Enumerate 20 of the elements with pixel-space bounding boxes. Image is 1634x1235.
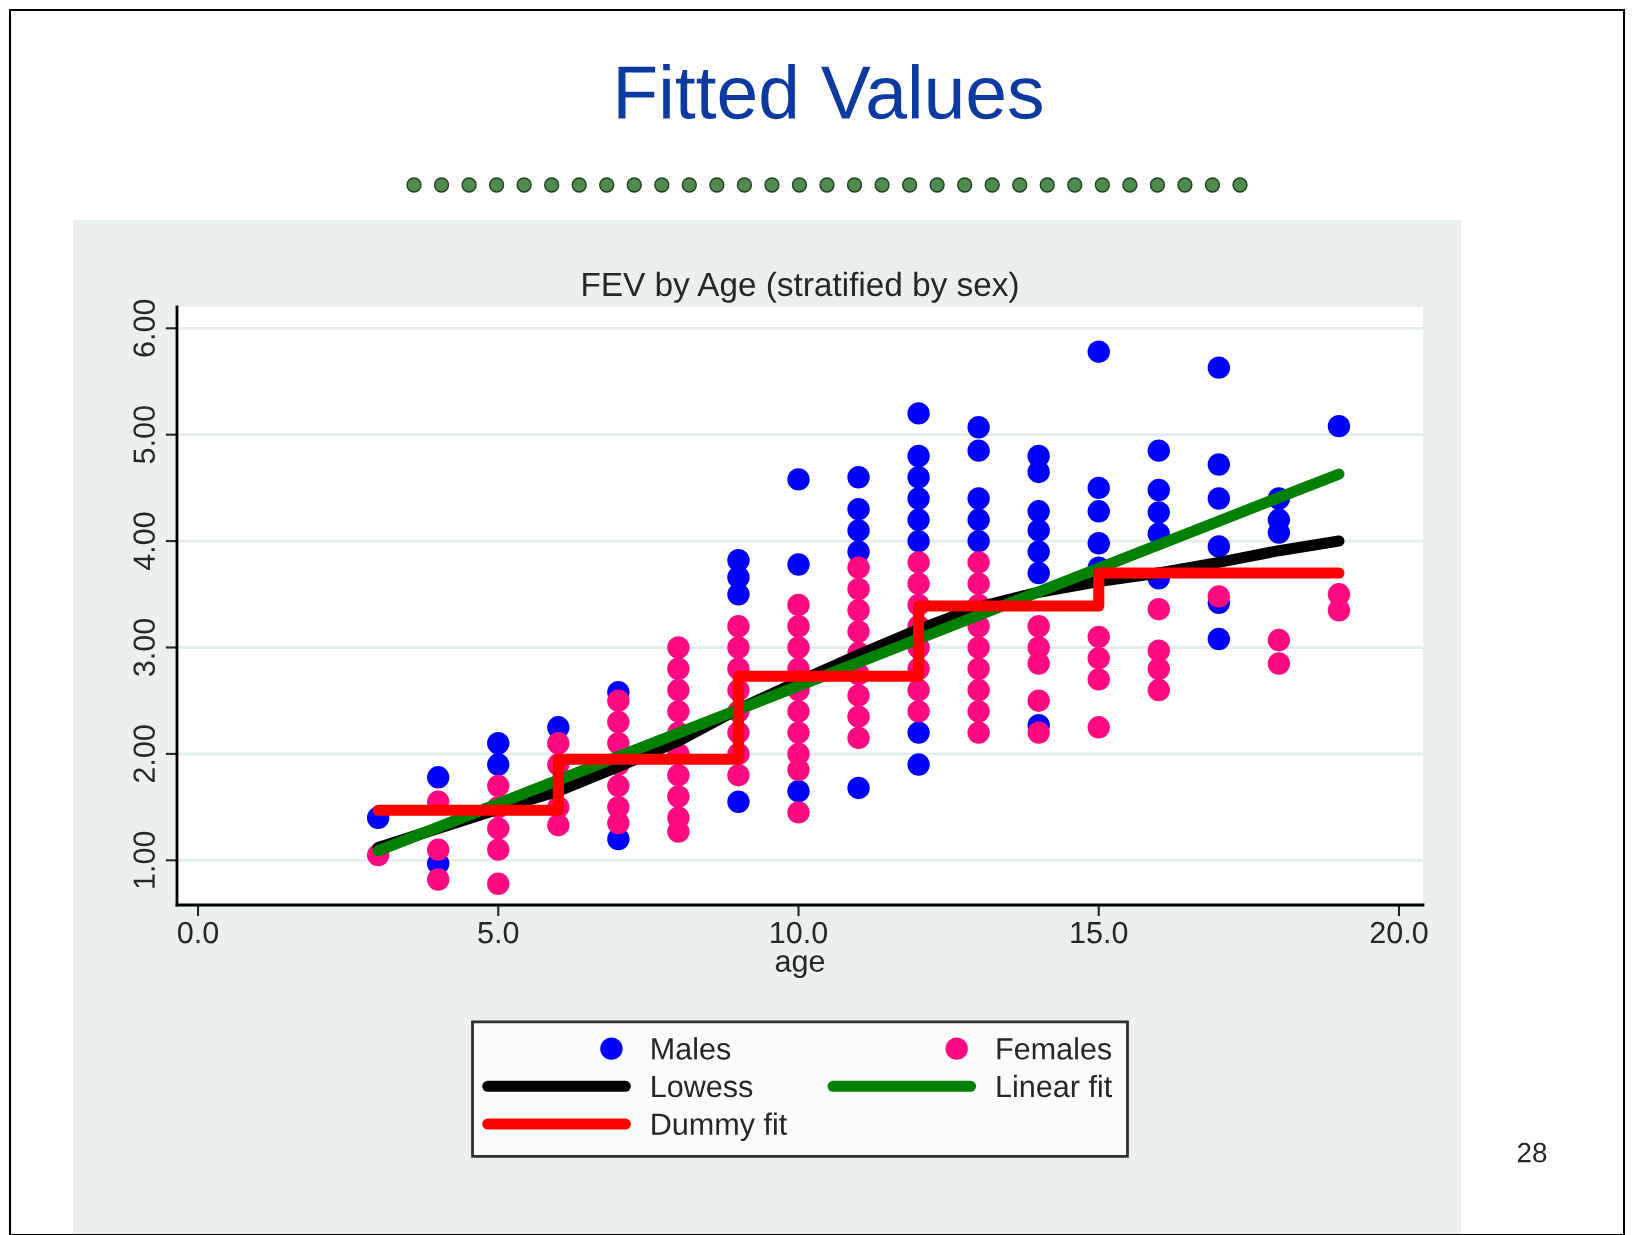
- y-tick-label: 2.00: [133, 725, 155, 783]
- x-axis-title: age: [775, 955, 825, 978]
- y-tick-label: 1.00: [133, 831, 155, 888]
- text: 28: [1517, 1142, 1547, 1163]
- x-tick-label: 10.0: [771, 921, 828, 944]
- x-tick-label: 20.0: [1370, 921, 1428, 944]
- legend-label: Linear fit: [997, 1074, 1112, 1098]
- y-tick-label: 3.00: [133, 618, 155, 677]
- legend-label: Males: [652, 1037, 731, 1060]
- chart-subtitle: FEV by Age (stratified by sex): [583, 271, 1018, 303]
- legend-label: Dummy fit: [652, 1112, 788, 1141]
- x-tick-label: 15.0: [1071, 921, 1128, 944]
- x-tick-label: 5.0: [478, 921, 519, 944]
- y-tick-label: 5.00: [133, 406, 155, 464]
- x-tick-label: 0.0: [177, 921, 219, 944]
- y-tick-label: 4.00: [133, 512, 155, 571]
- legend-label: Females: [997, 1037, 1112, 1060]
- y-tick-label: 6.00: [133, 299, 155, 357]
- chart-title: Fitted Values: [618, 64, 1042, 120]
- legend-label: Lowess: [652, 1075, 753, 1098]
